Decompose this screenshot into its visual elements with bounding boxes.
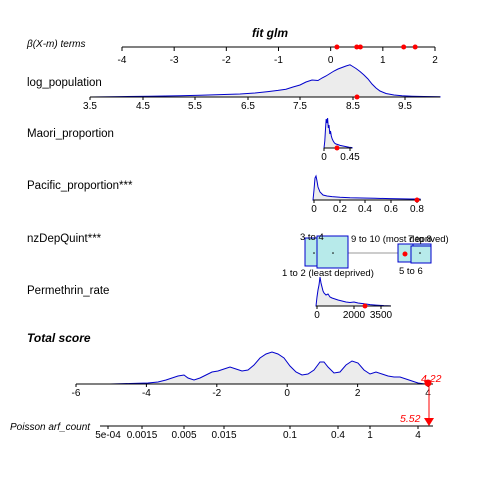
beta-point — [401, 44, 407, 50]
permethrin-rate-tick-label: 2000 — [343, 310, 366, 321]
var-label-pacific-proportion: Pacific_proportion*** — [27, 180, 133, 192]
pacific-proportion-density — [312, 174, 421, 201]
response-tick-label: 5e-04 — [95, 430, 121, 441]
pacific-proportion-observed-point — [414, 197, 420, 203]
response-axis-label: Poisson arf_count — [10, 422, 91, 433]
category-label-9-to-10: 9 to 10 (most deprived) — [351, 234, 449, 245]
maori-proportion-density — [323, 117, 353, 149]
log-population-panel: 3.5 4.5 5.5 6.5 7.5 8.5 9.5 — [83, 64, 441, 112]
var-label-permethrin-rate: Permethrin_rate — [27, 285, 109, 297]
pacific-proportion-tick-label: 0 — [311, 204, 317, 215]
beta-tick-label: -1 — [274, 55, 283, 66]
nzdepquint-observed-point — [402, 251, 408, 257]
var-label-nzdepquint: nzDepQuint*** — [27, 233, 102, 245]
response-tick-label: 4 — [415, 430, 421, 441]
var-label-maori-proportion: Maori_proportion — [27, 128, 114, 140]
log-population-tick-label: 5.5 — [188, 101, 202, 112]
pacific-proportion-tick-label: 0.4 — [358, 204, 372, 215]
total-score-tick-label: -4 — [142, 388, 151, 399]
log-population-tick-label: 9.5 — [398, 101, 412, 112]
permethrin-rate-panel: 0 2000 3500 — [314, 276, 393, 321]
total-score-tick-label: -2 — [212, 388, 221, 399]
response-tick-label: 0.4 — [331, 430, 345, 441]
beta-point — [354, 44, 360, 50]
permethrin-rate-tick-label: 0 — [314, 310, 320, 321]
pacific-proportion-tick-label: 0.2 — [333, 204, 347, 215]
total-score-observed-point — [424, 379, 432, 387]
permethrin-rate-tick-label: 3500 — [370, 310, 393, 321]
beta-point — [334, 44, 340, 50]
total-score-label: Total score — [27, 331, 91, 345]
log-population-density — [89, 64, 441, 98]
category-label-5-to-6: 5 to 6 — [399, 266, 423, 277]
response-axis: 5e-04 0.0015 0.005 0.015 0.1 0.4 1 4 5.52 — [95, 413, 433, 441]
log-population-tick-label: 4.5 — [136, 101, 150, 112]
maori-proportion-panel: 0 0.45 — [321, 117, 360, 163]
beta-axis-label: β(X-m) terms — [26, 39, 85, 50]
beta-tick-label: -4 — [118, 55, 127, 66]
var-label-log-population: log_population — [27, 77, 102, 89]
permethrin-rate-observed-point — [362, 303, 368, 309]
maori-proportion-tick-label: 0 — [321, 152, 327, 163]
response-tick-label: 0.005 — [171, 430, 196, 441]
pacific-proportion-tick-label: 0.8 — [410, 204, 424, 215]
beta-point — [412, 44, 418, 50]
beta-tick-label: 0 — [328, 55, 334, 66]
beta-tick-label: 2 — [432, 55, 438, 66]
maori-proportion-tick-label: 0.45 — [340, 152, 360, 163]
total-score-tick-label: 0 — [284, 388, 290, 399]
log-population-tick-label: 7.5 — [293, 101, 307, 112]
beta-tick-label: -3 — [170, 55, 179, 66]
log-population-observed-point — [354, 94, 360, 100]
log-population-tick-label: 6.5 — [241, 101, 255, 112]
total-score-panel: -6 -4 -2 0 2 4 4.22 — [72, 351, 442, 426]
category-box-3-to-4 — [316, 235, 349, 269]
nzdepquint-panel: 3 to 4 9 to 10 (most deprived) 7 to 8 1 … — [282, 232, 449, 279]
category-label-7-to-8: 7 to 8 — [408, 234, 432, 245]
maori-proportion-observed-point — [334, 145, 340, 151]
response-tick-label: 1 — [367, 430, 373, 441]
response-tick-label: 0.1 — [283, 430, 297, 441]
chart-title: fit glm — [252, 26, 288, 40]
total-score-density — [76, 351, 426, 385]
beta-point — [357, 44, 363, 50]
pacific-proportion-panel: 0 0.2 0.4 0.6 0.8 — [311, 174, 424, 215]
total-score-tick-label: 2 — [355, 388, 361, 399]
permethrin-rate-density — [315, 276, 391, 307]
pacific-proportion-tick-label: 0.6 — [384, 204, 398, 215]
projection-arrow — [424, 418, 434, 426]
category-label-1-to-2: 1 to 2 (least deprived) — [282, 268, 374, 279]
response-tick-label: 0.015 — [211, 430, 236, 441]
beta-observed-points — [334, 44, 418, 50]
category-label-3-to-4: 3 to 4 — [300, 232, 324, 243]
beta-tick-label: -2 — [222, 55, 231, 66]
category-box-9-to-10 — [410, 245, 432, 264]
response-tick-label: 0.0015 — [127, 430, 158, 441]
log-population-tick-label: 8.5 — [346, 101, 360, 112]
total-score-tick-label: 4 — [425, 388, 431, 399]
log-population-tick-label: 3.5 — [83, 101, 97, 112]
beta-axis: -4 -3 -2 -1 0 1 2 — [118, 46, 438, 66]
beta-tick-label: 1 — [380, 55, 386, 66]
total-score-tick-label: -6 — [72, 388, 81, 399]
total-score-value: 4.22 — [421, 373, 442, 385]
response-value: 5.52 — [400, 413, 421, 425]
